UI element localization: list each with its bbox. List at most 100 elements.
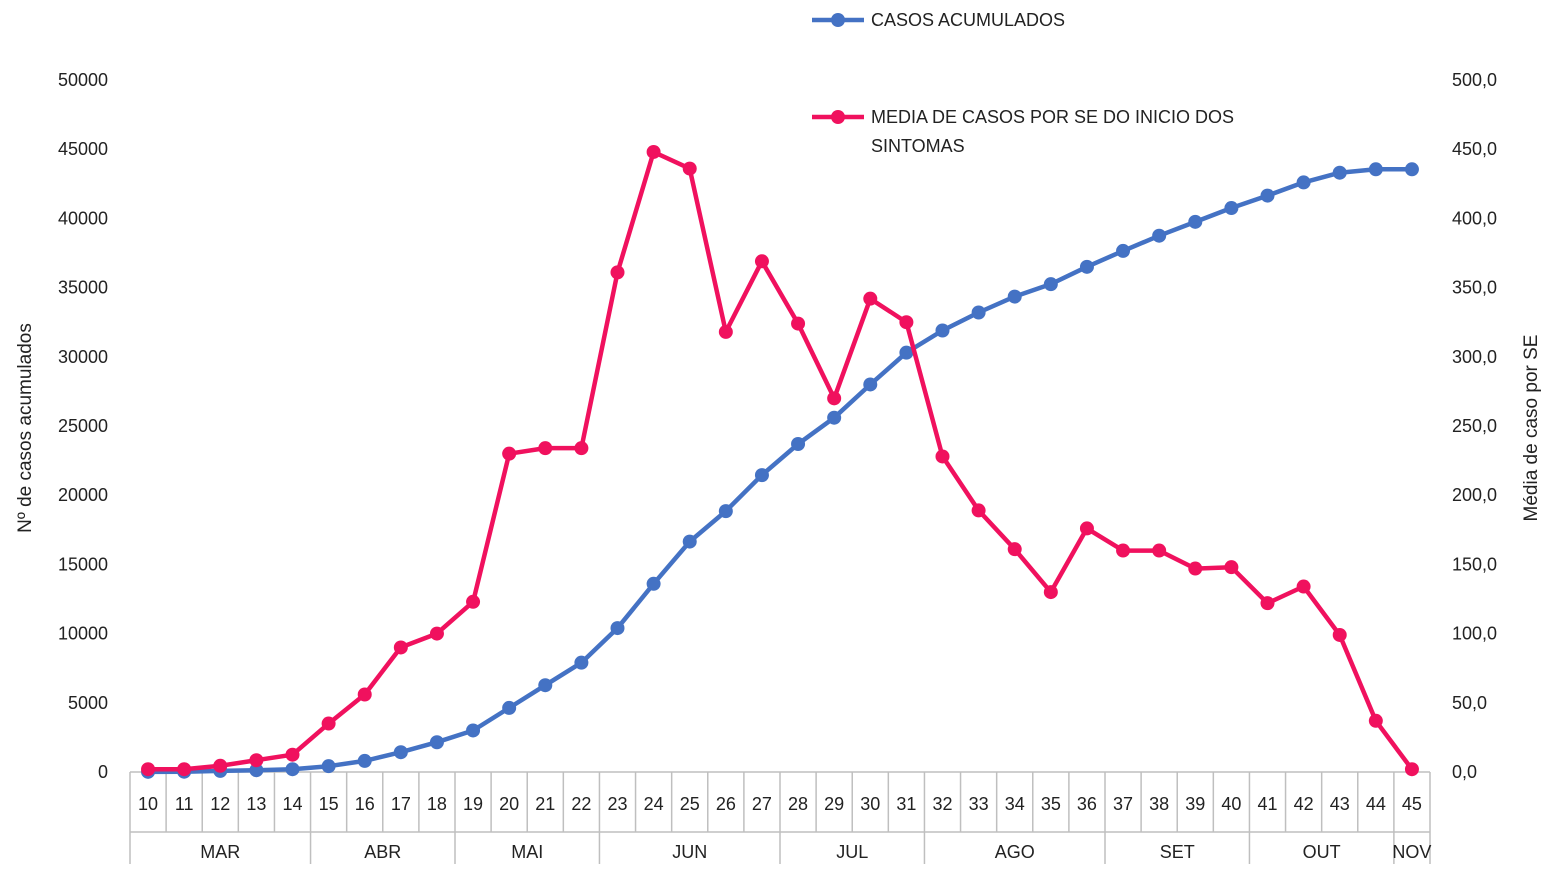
data-point [285,762,300,777]
x-tick-label: 18 [427,794,447,814]
x-tick-label: 41 [1257,794,1277,814]
data-point [754,254,769,269]
y-right-tick-label: 400,0 [1452,208,1497,228]
x-tick-label: 34 [1005,794,1025,814]
legend-label: SINTOMAS [871,136,965,156]
data-point [1188,561,1203,576]
left-axis: 0 5000 10000 15000 20000 25000 30000 35000 40000… [58,70,108,782]
data-point [1332,165,1347,180]
x-tick-label: 14 [282,794,302,814]
y-left-tick-label: 10000 [58,624,108,644]
x-tick-label: 15 [319,794,339,814]
y-right-tick-label: 300,0 [1452,347,1497,367]
data-point [610,621,625,636]
data-point [646,576,661,591]
data-point [249,753,264,768]
data-point [682,534,697,549]
x-tick-label: 16 [355,794,375,814]
data-point [718,324,733,339]
month-label: AGO [995,842,1035,862]
x-tick-label: 37 [1113,794,1133,814]
y-left-tick-label: 45000 [58,139,108,159]
x-tick-label: 39 [1185,794,1205,814]
month-label: JUN [672,842,707,862]
y-left-tick-label: 50000 [58,70,108,90]
y-axis-left-title: Nº de casos acumulados [15,323,36,533]
data-point [321,716,336,731]
data-point [1152,228,1167,243]
data-point [863,377,878,392]
x-tick-label: 30 [860,794,880,814]
data-point [827,410,842,425]
data-point [1332,627,1347,642]
data-point [610,265,625,280]
month-label: MAR [200,842,240,862]
data-point [971,503,986,518]
month-label: SET [1160,842,1195,862]
data-point [466,723,481,738]
x-tick-label: 12 [210,794,230,814]
data-point [1296,579,1311,594]
data-point [1116,543,1131,558]
data-point [538,678,553,693]
y-left-tick-label: 5000 [68,693,108,713]
y-left-tick-label: 25000 [58,416,108,436]
legend-label: MEDIA DE CASOS POR SE DO INICIO DOS [871,107,1234,127]
data-point [1368,713,1383,728]
data-point [574,655,589,670]
y-left-tick-label: 0 [98,762,108,782]
x-tick-label: 13 [246,794,266,814]
x-tick-label: 19 [463,794,483,814]
y-right-tick-label: 450,0 [1452,139,1497,159]
data-point [574,441,589,456]
x-tick-label: 40 [1221,794,1241,814]
x-tick-label: 20 [499,794,519,814]
data-point [429,735,444,750]
y-left-tick-label: 40000 [58,208,108,228]
data-point [1152,543,1167,558]
x-tick-label: 11 [175,794,194,814]
data-point [1079,521,1094,536]
x-tick-label: 27 [752,794,772,814]
x-tick-label: 26 [716,794,736,814]
x-tick-label: 17 [391,794,411,814]
data-point [1079,259,1094,274]
data-point [466,594,481,609]
data-point [249,763,264,778]
data-point [1224,201,1239,216]
y-right-tick-label: 250,0 [1452,416,1497,436]
data-point [321,759,336,774]
data-point [791,316,806,331]
data-point [502,446,517,461]
data-point [971,305,986,320]
data-point [682,161,697,176]
data-point [1368,162,1383,177]
data-point [1007,542,1022,557]
y-right-tick-label: 350,0 [1452,278,1497,298]
series-line [148,167,1412,775]
legend-swatch-marker [831,13,845,27]
data-point [357,753,372,768]
data-point [141,762,156,777]
x-tick-label: 42 [1294,794,1314,814]
data-point [1043,585,1058,600]
x-tick-label: 28 [788,794,808,814]
data-point [827,391,842,406]
right-axis: 0,0 50,0 100,0 150,0 200,0 250,0 300,0 350,0 400… [1452,70,1497,782]
y-right-tick-label: 100,0 [1452,624,1497,644]
x-axis: 10 11 12 13 14 15 16 17 18 19 20 21 22 23 24 25 26 27 28 29… [129,771,1431,864]
y-right-tick-label: 200,0 [1452,485,1497,505]
x-tick-label: 44 [1366,794,1386,814]
month-label: MAI [511,842,543,862]
data-point [393,640,408,655]
y-right-tick-label: 0,0 [1452,762,1477,782]
y-right-tick-label: 500,0 [1452,70,1497,90]
data-point [393,745,408,760]
data-point [899,315,914,330]
data-point [899,345,914,360]
y-left-tick-label: 20000 [58,485,108,505]
data-point [935,449,950,464]
x-tick-label: 43 [1330,794,1350,814]
x-tick-label: 24 [644,794,664,814]
data-point [538,441,553,456]
